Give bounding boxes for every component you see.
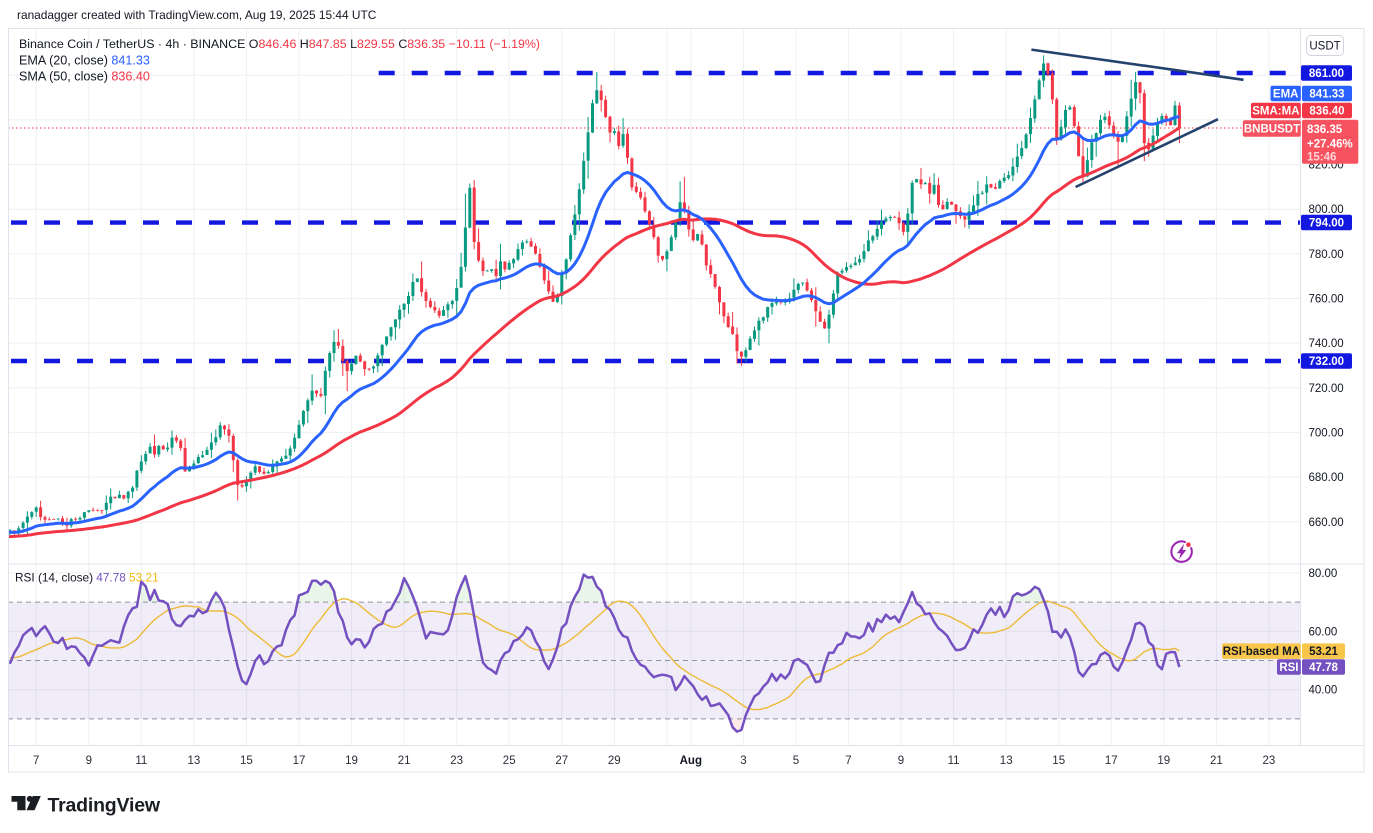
svg-text:5: 5 <box>793 755 799 767</box>
svg-text:23: 23 <box>450 755 463 767</box>
svg-text:60.00: 60.00 <box>1309 626 1338 638</box>
svg-text:Aug: Aug <box>680 755 702 767</box>
svg-text:9: 9 <box>86 755 92 767</box>
svg-text:17: 17 <box>293 755 306 767</box>
svg-text:RSI (14, close) 47.78 53.21: RSI (14, close) 47.78 53.21 <box>15 571 159 585</box>
svg-text:25: 25 <box>503 755 516 767</box>
svg-text:841.33: 841.33 <box>1309 89 1344 101</box>
svg-text:BNBUSDT: BNBUSDT <box>1244 123 1300 135</box>
svg-text:21: 21 <box>398 755 411 767</box>
svg-text:EMA: EMA <box>1273 89 1299 101</box>
svg-text:9: 9 <box>898 755 904 767</box>
svg-text:SMA (50, close) 836.40: SMA (50, close) 836.40 <box>19 70 150 84</box>
svg-text:15: 15 <box>1052 755 1065 767</box>
svg-text:RSI-based MA: RSI-based MA <box>1223 646 1300 658</box>
svg-text:13: 13 <box>1000 755 1013 767</box>
svg-text:40.00: 40.00 <box>1309 685 1338 697</box>
svg-text:17: 17 <box>1105 755 1118 767</box>
svg-text:780.00: 780.00 <box>1309 249 1344 261</box>
svg-text:Binance Coin / TetherUS · 4h ·: Binance Coin / TetherUS · 4h · BINANCE O… <box>19 37 540 51</box>
svg-text:740.00: 740.00 <box>1309 338 1344 350</box>
svg-text:836.35: 836.35 <box>1307 124 1343 136</box>
svg-text:19: 19 <box>345 755 358 767</box>
svg-text:19: 19 <box>1157 755 1170 767</box>
svg-text:7: 7 <box>33 755 39 767</box>
svg-text:7: 7 <box>845 755 851 767</box>
svg-text:53.21: 53.21 <box>1309 646 1338 658</box>
svg-text:794.00: 794.00 <box>1309 218 1344 230</box>
svg-text:836.40: 836.40 <box>1309 106 1344 118</box>
svg-text:+27.46%: +27.46% <box>1307 139 1353 151</box>
svg-text:TradingView: TradingView <box>48 795 161 817</box>
svg-text:11: 11 <box>948 755 960 767</box>
svg-text:700.00: 700.00 <box>1309 427 1344 439</box>
svg-text:80.00: 80.00 <box>1309 568 1338 580</box>
svg-text:680.00: 680.00 <box>1309 472 1344 484</box>
svg-text:760.00: 760.00 <box>1309 294 1344 306</box>
svg-text:SMA:MA: SMA:MA <box>1252 106 1299 118</box>
svg-text:15:46: 15:46 <box>1307 152 1336 164</box>
svg-text:ranadagger created with Tradin: ranadagger created with TradingView.com,… <box>17 8 377 22</box>
svg-text:23: 23 <box>1263 755 1276 767</box>
svg-text:29: 29 <box>608 755 621 767</box>
svg-text:EMA (20, close) 841.33: EMA (20, close) 841.33 <box>19 54 150 68</box>
svg-text:11: 11 <box>135 755 147 767</box>
svg-text:720.00: 720.00 <box>1309 383 1344 395</box>
svg-text:732.00: 732.00 <box>1309 356 1344 368</box>
svg-text:27: 27 <box>555 755 568 767</box>
svg-text:15: 15 <box>240 755 253 767</box>
svg-text:13: 13 <box>188 755 201 767</box>
svg-text:861.00: 861.00 <box>1309 68 1344 80</box>
svg-text:RSI: RSI <box>1279 662 1298 674</box>
svg-text:21: 21 <box>1210 755 1223 767</box>
svg-text:660.00: 660.00 <box>1309 517 1344 529</box>
svg-text:800.00: 800.00 <box>1309 204 1344 216</box>
svg-text:USDT: USDT <box>1309 41 1340 53</box>
svg-text:3: 3 <box>740 755 746 767</box>
svg-text:47.78: 47.78 <box>1309 662 1338 674</box>
